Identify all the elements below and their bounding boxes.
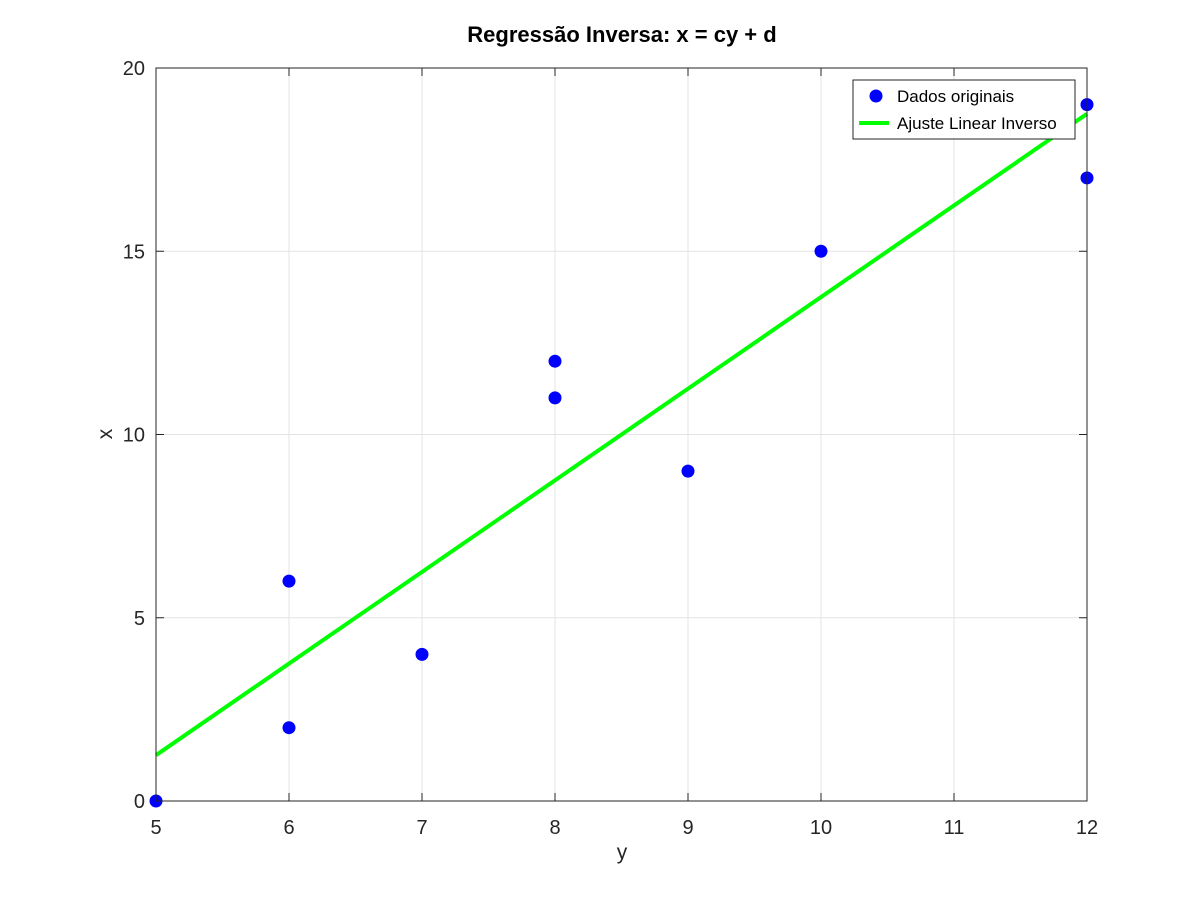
legend-label-fit: Ajuste Linear Inverso xyxy=(897,114,1057,133)
legend-label-data: Dados originais xyxy=(897,87,1014,106)
y-tick-label-0: 0 xyxy=(134,791,145,813)
legend: Dados originais Ajuste Linear Inverso xyxy=(852,79,1076,140)
data-point-2 xyxy=(282,574,296,588)
x-tick-label-3: 8 xyxy=(549,817,560,839)
data-point-5 xyxy=(548,354,562,368)
x-tick-label-7: 12 xyxy=(1076,817,1098,839)
data-point-1 xyxy=(282,721,296,735)
data-point-7 xyxy=(814,244,828,258)
fit-line xyxy=(154,112,1089,757)
data-point-4 xyxy=(548,391,562,405)
x-tick-label-0: 5 xyxy=(150,817,161,839)
x-tick-label-2: 7 xyxy=(416,817,427,839)
y-axis-label: x xyxy=(94,428,117,439)
data-point-6 xyxy=(681,464,695,478)
legend-box xyxy=(852,79,1076,140)
y-tick-label-4: 20 xyxy=(123,58,145,80)
y-tick-label-1: 5 xyxy=(134,608,145,630)
x-tick-label-4: 9 xyxy=(682,817,693,839)
chart-title: Regressão Inversa: x = cy + d xyxy=(467,22,776,47)
data-point-3 xyxy=(415,647,429,661)
x-tick-label-6: 11 xyxy=(944,817,965,839)
y-tick-label-3: 15 xyxy=(123,241,145,263)
x-tick-label-1: 6 xyxy=(283,817,294,839)
x-tick-label-5: 10 xyxy=(810,817,832,839)
plot-series xyxy=(149,98,1094,808)
legend-marker-data xyxy=(869,89,883,103)
x-axis-label: y xyxy=(617,841,628,864)
y-tick-label-2: 10 xyxy=(123,425,145,447)
